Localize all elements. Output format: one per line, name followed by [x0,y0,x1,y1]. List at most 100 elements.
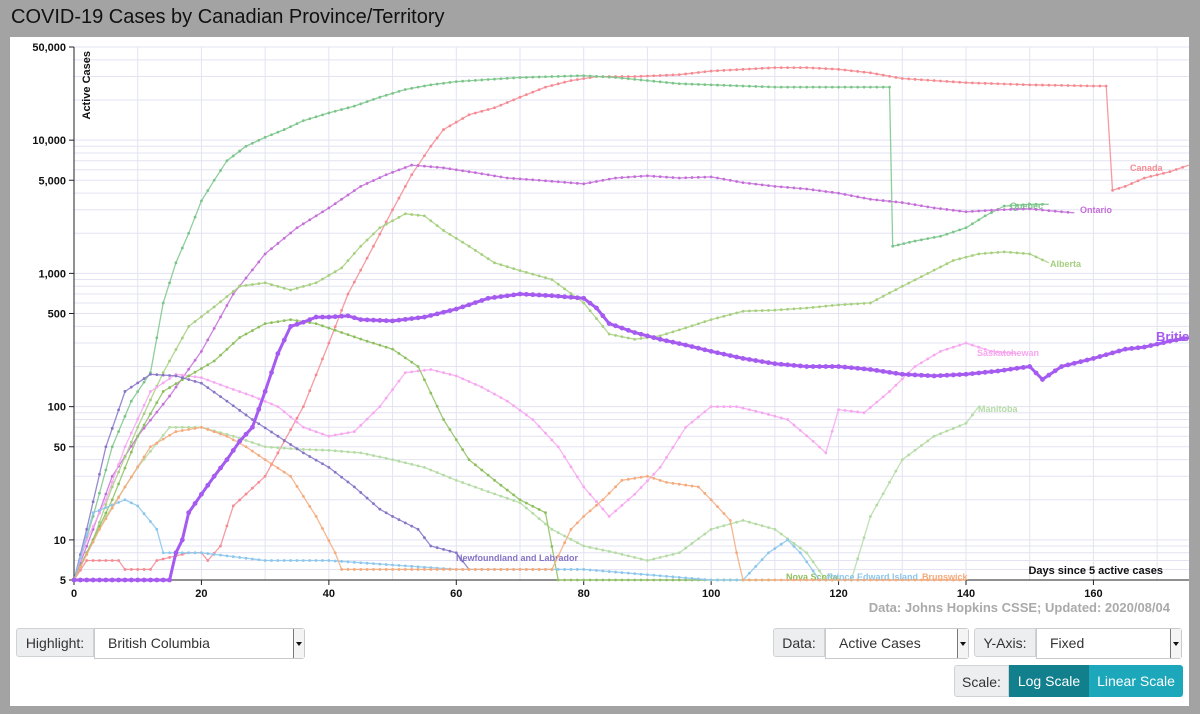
data-point [391,568,394,571]
data-point [785,362,790,368]
highlight-select[interactable]: British Columbia [94,628,305,659]
data-point [639,557,643,561]
data-point [301,222,305,226]
data-point [703,70,707,74]
data-point [396,317,402,323]
data-point [378,343,382,347]
data-point [505,176,509,180]
linear-scale-button[interactable]: Linear Scale [1089,665,1183,697]
data-point [448,232,452,236]
data-point [958,228,962,232]
data-point [410,213,414,216]
data-point [894,469,898,473]
data-point [646,474,649,478]
data-point [614,570,617,574]
data-point [932,268,936,272]
data-point [244,445,248,449]
data-point [760,309,764,312]
data-point [990,82,993,85]
highlight-select-value: British Columbia [108,635,210,651]
data-point [474,248,477,252]
data-select-value: Active Cases [839,635,921,651]
data-point [435,471,439,474]
data-point [747,571,751,575]
data-point [601,498,605,502]
data-point [461,117,465,120]
data-point [435,404,439,408]
data-point [129,399,133,403]
data-point [684,483,688,487]
data-point [327,559,331,562]
data-point [931,373,937,379]
data-point [939,234,942,238]
data-point [804,364,810,369]
data-point [658,574,662,578]
yaxis-select[interactable]: Fixed [1036,628,1182,659]
data-point [805,66,809,70]
data-point [123,485,127,489]
data-point [448,476,452,480]
data-point [359,423,363,427]
data-point [263,474,267,478]
data-point [257,443,261,447]
data-point [932,79,936,82]
data-point [620,176,624,179]
data-point [837,191,840,195]
data-point [811,560,815,564]
data-point [141,577,147,583]
data-point [619,325,625,331]
data-point [402,316,408,322]
data-point [85,553,89,557]
data-point [378,226,382,230]
data-point [129,431,133,435]
data-point [556,568,560,571]
data-point [397,518,401,522]
data-point [945,208,949,211]
data-point [861,366,867,372]
log-scale-button[interactable]: Log Scale [1009,665,1089,697]
data-point [104,517,108,521]
data-point [416,527,420,531]
data-point [702,347,708,353]
data-point [486,78,490,81]
data-point [607,75,611,79]
data-point [990,208,993,212]
data-point [614,578,617,582]
data-point [531,90,535,94]
data-select[interactable]: Active Cases [825,628,969,659]
data-point [531,511,535,515]
data-point [161,433,165,437]
data-point [192,501,198,506]
data-point [200,315,203,319]
data-point [327,434,331,438]
data-point [308,448,312,451]
data-point [200,425,203,429]
data-point [703,83,707,87]
data-point [524,506,528,510]
data-point [747,309,751,313]
data-point [448,372,452,376]
data-point [639,78,643,82]
data-point [658,578,662,582]
data-point [340,568,343,571]
data-point [620,503,624,507]
data-point [709,69,713,73]
data-point [225,347,229,351]
data-point [920,238,923,242]
data-point [244,392,248,396]
data-point [295,122,299,126]
data-point [798,307,802,310]
data-point [944,372,950,378]
data-point [1015,251,1019,255]
data-point [913,239,917,243]
data-point [741,519,745,522]
data-point [257,453,261,457]
data-point [1180,336,1186,342]
data-point [900,201,904,204]
data-point [550,438,554,442]
data-point [575,181,579,185]
data-point [193,426,197,430]
data-point [595,500,598,504]
data-point [346,193,350,197]
data-point [518,177,522,181]
